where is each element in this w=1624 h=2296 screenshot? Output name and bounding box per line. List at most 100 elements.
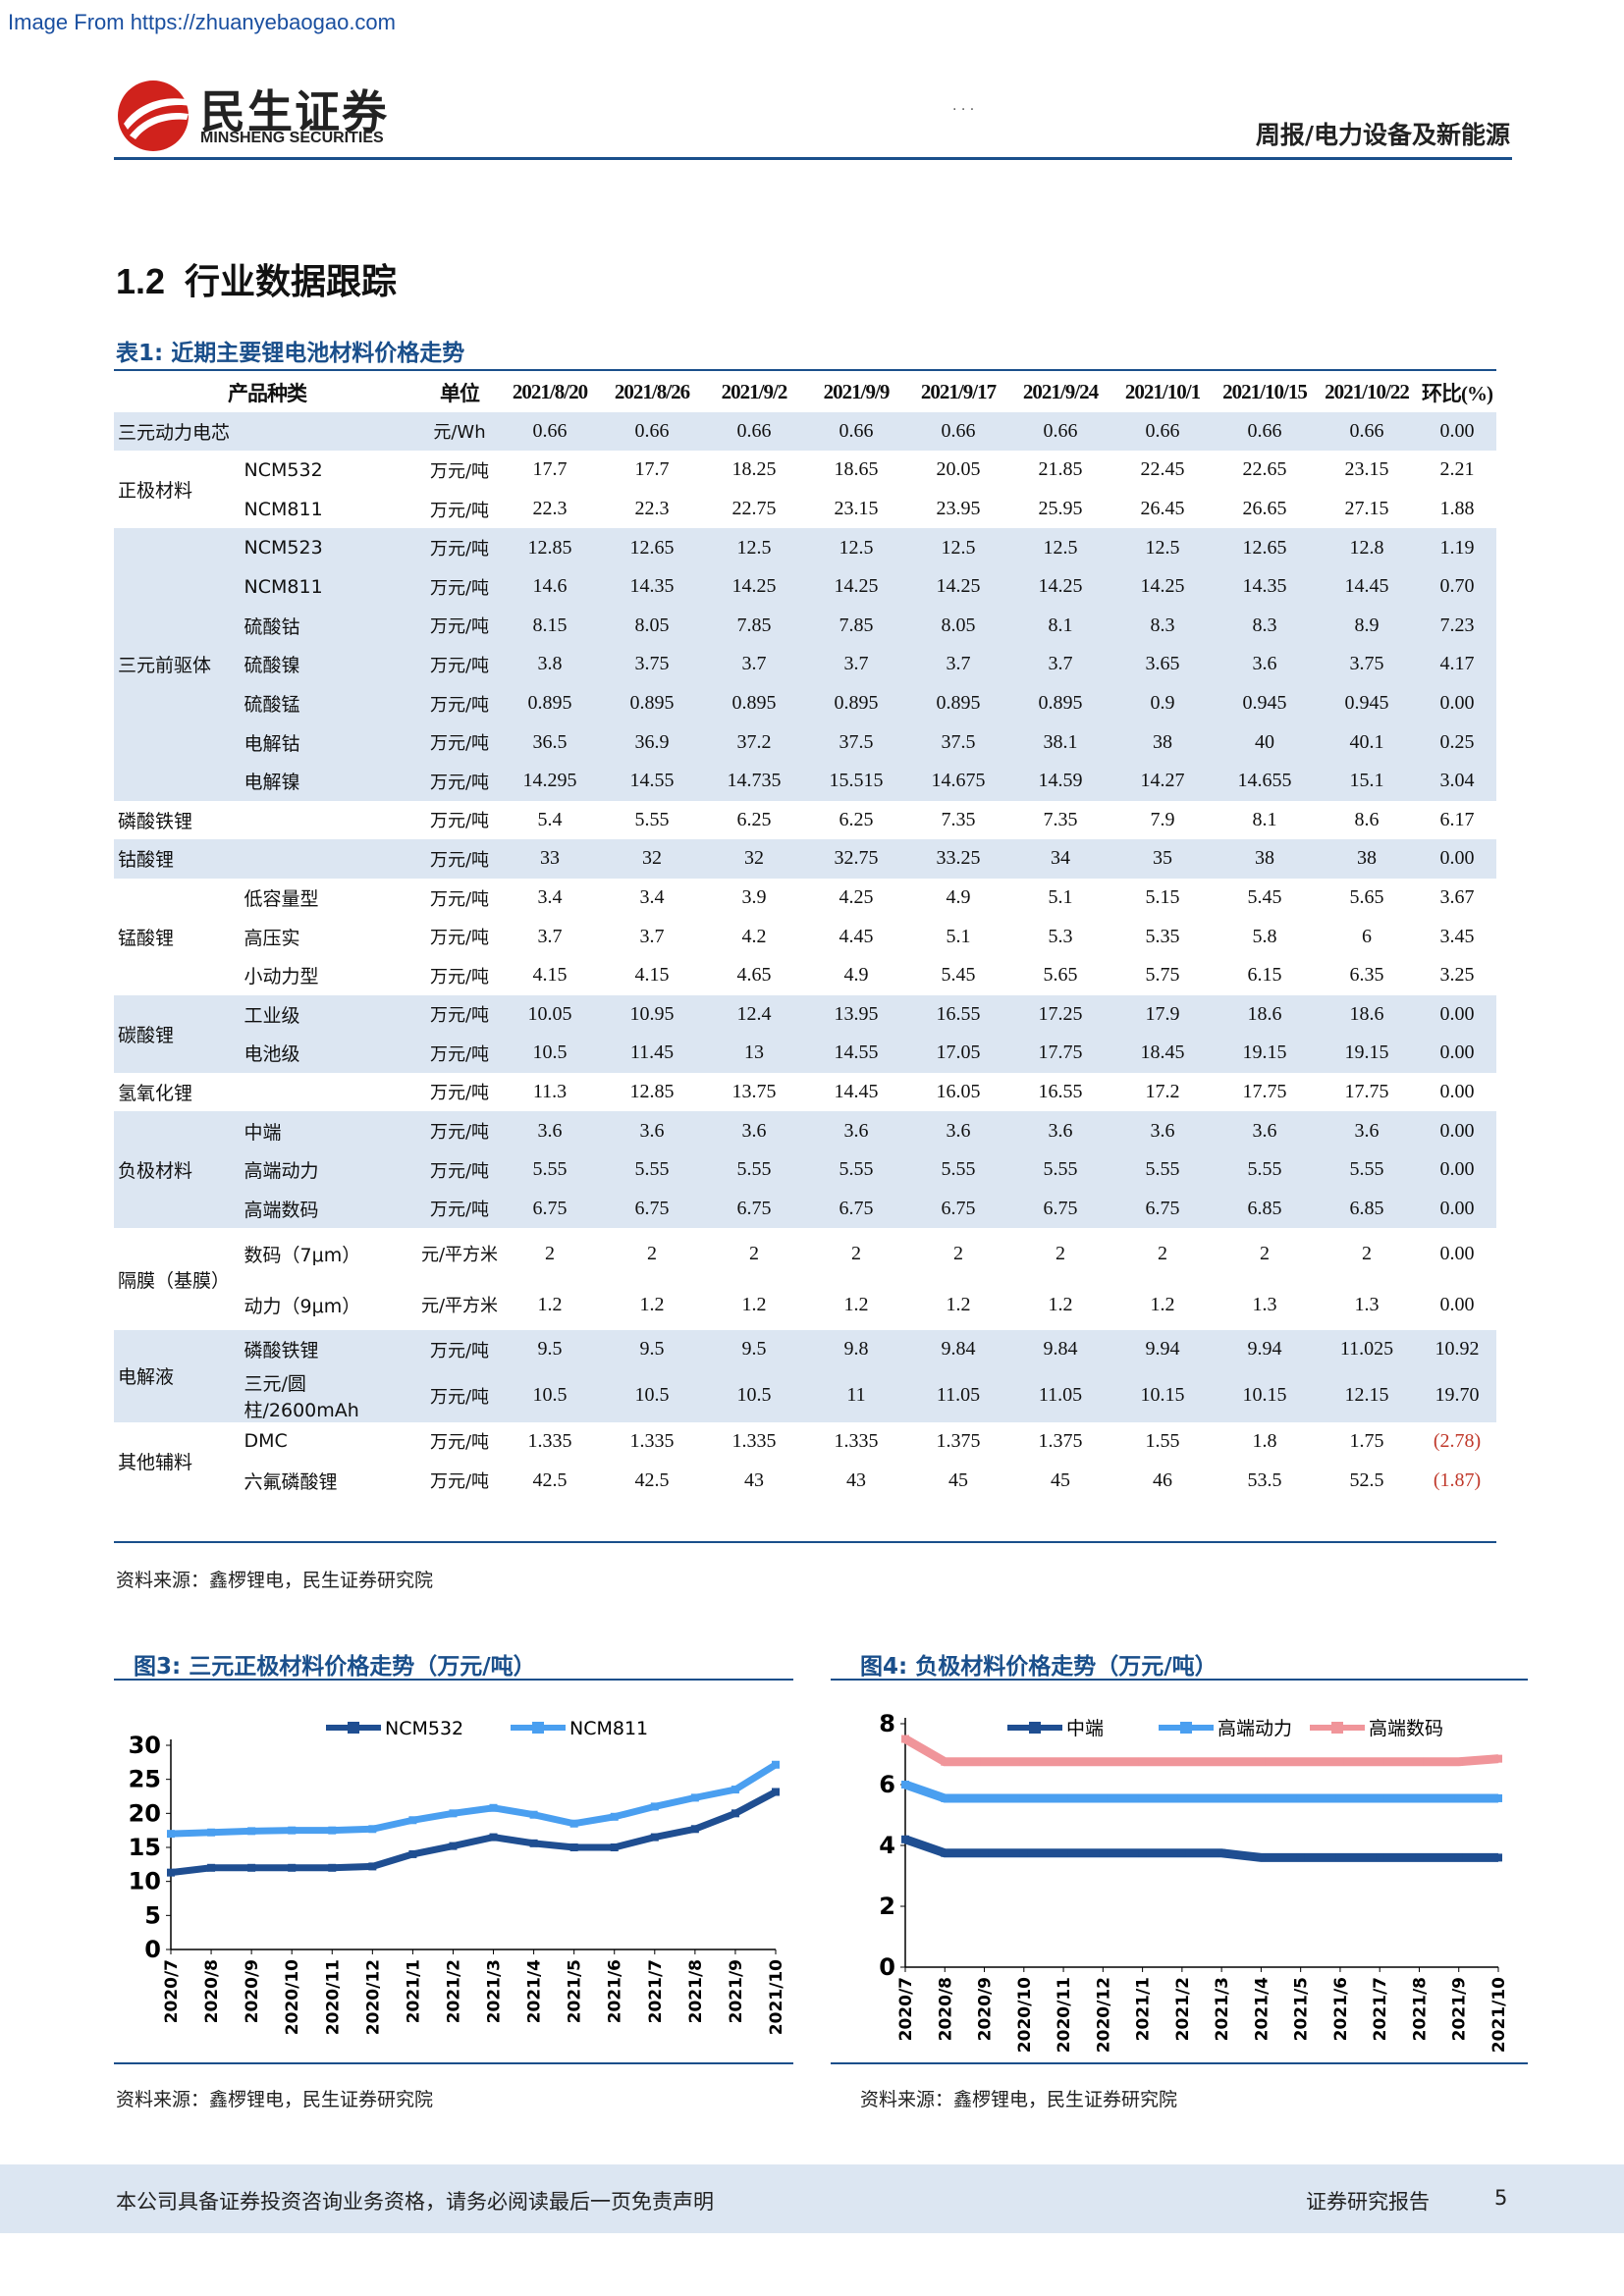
row-unit: 万元/吨 bbox=[429, 1083, 490, 1104]
column-header: 2021/8/26 bbox=[614, 380, 690, 404]
price-cell: 5.55 bbox=[1316, 1149, 1418, 1190]
price-cell: 7.85 bbox=[703, 606, 805, 646]
data-point bbox=[1099, 1757, 1108, 1766]
row-unit: 万元/吨 bbox=[420, 683, 499, 723]
price-cell: 18.65 bbox=[834, 458, 879, 481]
table-body: 三元动力电芯 元/Wh 0.66 0.66 0.66 0.66 0.66 0.66 0.66 0.… bbox=[114, 411, 1496, 1500]
legend-marker bbox=[348, 1722, 359, 1734]
price-cell: 26.45 bbox=[1140, 498, 1185, 520]
price-cell: 2 bbox=[953, 1242, 963, 1264]
change-cell: 0.00 bbox=[1418, 1111, 1496, 1150]
table-row: NCM811 万元/吨 14.6 14.35 14.25 14.25 14.25 14.25 1… bbox=[114, 566, 1496, 607]
data-point bbox=[207, 1863, 216, 1872]
x-tick-label: 2020/9 bbox=[243, 1959, 262, 2023]
change-cell: 10.92 bbox=[1418, 1330, 1496, 1369]
column-header: 2021/10/1 bbox=[1124, 380, 1201, 404]
row-subcategory: 电池级 bbox=[228, 1034, 420, 1073]
price-cell: 14.295 bbox=[499, 761, 601, 801]
price-cell: 14.59 bbox=[1009, 761, 1111, 801]
data-point bbox=[489, 1833, 498, 1842]
price-cell: 3.6 bbox=[499, 1111, 601, 1150]
table-row: 氢氧化锂 万元/吨 11.3 12.85 13.75 14.45 16.05 16.55 17.… bbox=[114, 1073, 1496, 1112]
price-cell: 37.5 bbox=[805, 722, 907, 762]
price-cell: 5.45 bbox=[1247, 886, 1282, 909]
data-point bbox=[941, 1848, 949, 1857]
row-category: 隔膜（基膜） bbox=[118, 1269, 231, 1292]
data-point bbox=[207, 1828, 216, 1837]
data-point bbox=[489, 1803, 498, 1812]
data-point bbox=[529, 1810, 538, 1819]
price-cell: 25.95 bbox=[1038, 498, 1083, 520]
table-row: 钴酸锂 万元/吨 33 32 32 32.75 33.25 34 35 38 38 0.00 bbox=[114, 839, 1496, 879]
table-row: 三元动力电芯 元/Wh 0.66 0.66 0.66 0.66 0.66 0.66 0.66 0.… bbox=[114, 411, 1496, 452]
price-cell: 3.6 bbox=[1111, 1111, 1214, 1150]
data-point bbox=[1296, 1757, 1305, 1766]
data-point bbox=[1257, 1853, 1266, 1862]
price-cell: 43 bbox=[744, 1468, 764, 1491]
price-cell: 12.65 bbox=[1214, 528, 1316, 567]
price-cell: 45 bbox=[948, 1468, 968, 1491]
change-cell: 0.00 bbox=[1439, 1293, 1475, 1315]
data-point bbox=[980, 1848, 989, 1857]
price-cell: 4.9 bbox=[946, 886, 971, 909]
data-point bbox=[408, 1849, 417, 1858]
row-unit: 万元/吨 bbox=[420, 1111, 499, 1150]
price-cell: 7.35 bbox=[1043, 808, 1078, 830]
data-point bbox=[247, 1827, 256, 1836]
row-subcategory: 数码（7μm） bbox=[244, 1244, 361, 1266]
y-tick-label: 6 bbox=[879, 1771, 895, 1798]
row-subcategory: NCM811 bbox=[244, 498, 323, 520]
price-cell: 14.55 bbox=[601, 761, 703, 801]
price-cell: 17.05 bbox=[907, 1034, 1009, 1073]
table-source: 资料来源：鑫椤锂电，民生证券研究院 bbox=[116, 1570, 434, 1591]
row-unit: 万元/吨 bbox=[420, 1149, 499, 1190]
row-category: 锰酸锂 bbox=[118, 927, 175, 949]
x-tick-label: 2021/8 bbox=[1410, 1977, 1430, 2041]
legend-marker bbox=[532, 1722, 544, 1734]
price-cell: 14.27 bbox=[1111, 761, 1214, 801]
price-cell: 12.5 bbox=[1111, 528, 1214, 567]
price-cell: 8.1 bbox=[1009, 606, 1111, 646]
price-cell: 5.55 bbox=[1214, 1149, 1316, 1190]
data-point bbox=[731, 1809, 739, 1818]
price-cell: 9.5 bbox=[703, 1330, 805, 1369]
price-cell: 9.5 bbox=[601, 1330, 703, 1369]
price-cell: 9.84 bbox=[1009, 1330, 1111, 1369]
price-cell: 11.05 bbox=[1009, 1368, 1111, 1422]
row-category: 碳酸锂 bbox=[114, 994, 229, 1073]
price-cell: 17.75 bbox=[1009, 1034, 1111, 1073]
x-tick-label: 2021/6 bbox=[1331, 1977, 1351, 2041]
price-cell: 9.5 bbox=[499, 1330, 601, 1369]
data-point bbox=[610, 1843, 619, 1851]
row-unit: 万元/吨 bbox=[420, 528, 499, 567]
table-row: 高压实 万元/吨 3.7 3.7 4.2 4.45 5.1 5.3 5.35 5.8 6 3.45 bbox=[114, 917, 1496, 956]
row-unit: 万元/吨 bbox=[420, 606, 499, 646]
row-subcategory: NCM523 bbox=[228, 528, 420, 567]
price-cell: 17.2 bbox=[1145, 1080, 1180, 1102]
price-cell: 34 bbox=[1009, 839, 1111, 879]
price-cell: 9.94 bbox=[1214, 1330, 1316, 1369]
row-subcategory: 高端数码 bbox=[228, 1189, 420, 1229]
price-cell: 16.05 bbox=[936, 1080, 981, 1102]
price-cell: 1.2 bbox=[639, 1293, 665, 1315]
price-cell: 32 bbox=[601, 839, 703, 879]
price-cell: 17.9 bbox=[1111, 994, 1214, 1035]
row-unit: 万元/吨 bbox=[420, 566, 499, 607]
price-cell: 5.55 bbox=[703, 1149, 805, 1190]
column-header: 单位 bbox=[440, 381, 480, 405]
price-cell: 3.7 bbox=[1009, 645, 1111, 684]
row-subcategory: 高压实 bbox=[244, 927, 300, 949]
data-point bbox=[1376, 1757, 1384, 1766]
price-cell: 46 bbox=[1153, 1468, 1172, 1491]
data-point bbox=[167, 1830, 175, 1839]
series-line-2 bbox=[902, 1735, 1499, 1767]
legend-label: NCM811 bbox=[569, 1718, 648, 1739]
row-unit: 万元/吨 bbox=[429, 460, 490, 482]
row-category: 三元动力电芯 bbox=[114, 411, 420, 452]
price-cell: 6.75 bbox=[907, 1189, 1009, 1229]
x-tick-label: 2021/7 bbox=[646, 1959, 666, 2023]
price-cell: 8.9 bbox=[1316, 606, 1418, 646]
report-category: 周报/电力设备及新能源 bbox=[1255, 121, 1510, 149]
price-cell: 4.15 bbox=[532, 964, 568, 987]
series-line-1 bbox=[170, 1761, 778, 1838]
